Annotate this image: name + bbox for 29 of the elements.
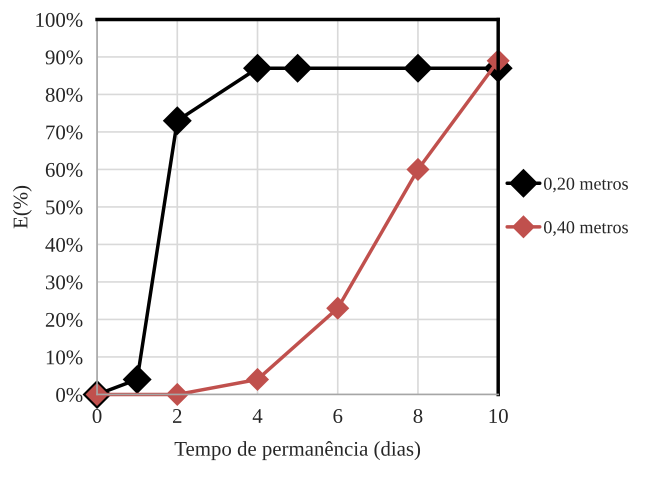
point — [163, 106, 192, 135]
y-tick-label: 20% — [46, 312, 82, 327]
point — [246, 368, 269, 391]
y-tick-label: 10% — [46, 350, 82, 364]
x-tick-label: 4 — [252, 409, 262, 423]
y-tick-label: 90% — [46, 50, 82, 64]
y-tick-label: 80% — [46, 88, 82, 102]
y-axis-title: E(%) — [12, 186, 32, 228]
point — [404, 54, 432, 82]
y-tick-label: 40% — [45, 238, 82, 252]
x-tick-label: 0 — [92, 408, 102, 424]
point — [406, 158, 430, 181]
y-tick-label: 100% — [36, 12, 82, 27]
x-tick-label: 10 — [490, 408, 508, 424]
y-tick-label: 30% — [46, 275, 82, 290]
x-tick-label: 8 — [414, 408, 422, 424]
legend-label: 0,20 metros — [544, 178, 628, 192]
point — [122, 365, 152, 394]
x-tick-label: 2 — [172, 409, 182, 423]
point — [283, 54, 312, 82]
y-tick-label: 70% — [46, 125, 82, 140]
point — [243, 54, 272, 82]
x-axis-title: Tempo de permanência (dias) — [174, 441, 420, 460]
y-tick-label: 50% — [46, 200, 82, 214]
y-tick-label: 0% — [56, 388, 82, 402]
point — [326, 296, 350, 320]
legend-label: 0,40 metros — [544, 221, 628, 236]
x-tick-label: 6 — [333, 409, 342, 424]
y-tick-label: 60% — [46, 162, 82, 177]
